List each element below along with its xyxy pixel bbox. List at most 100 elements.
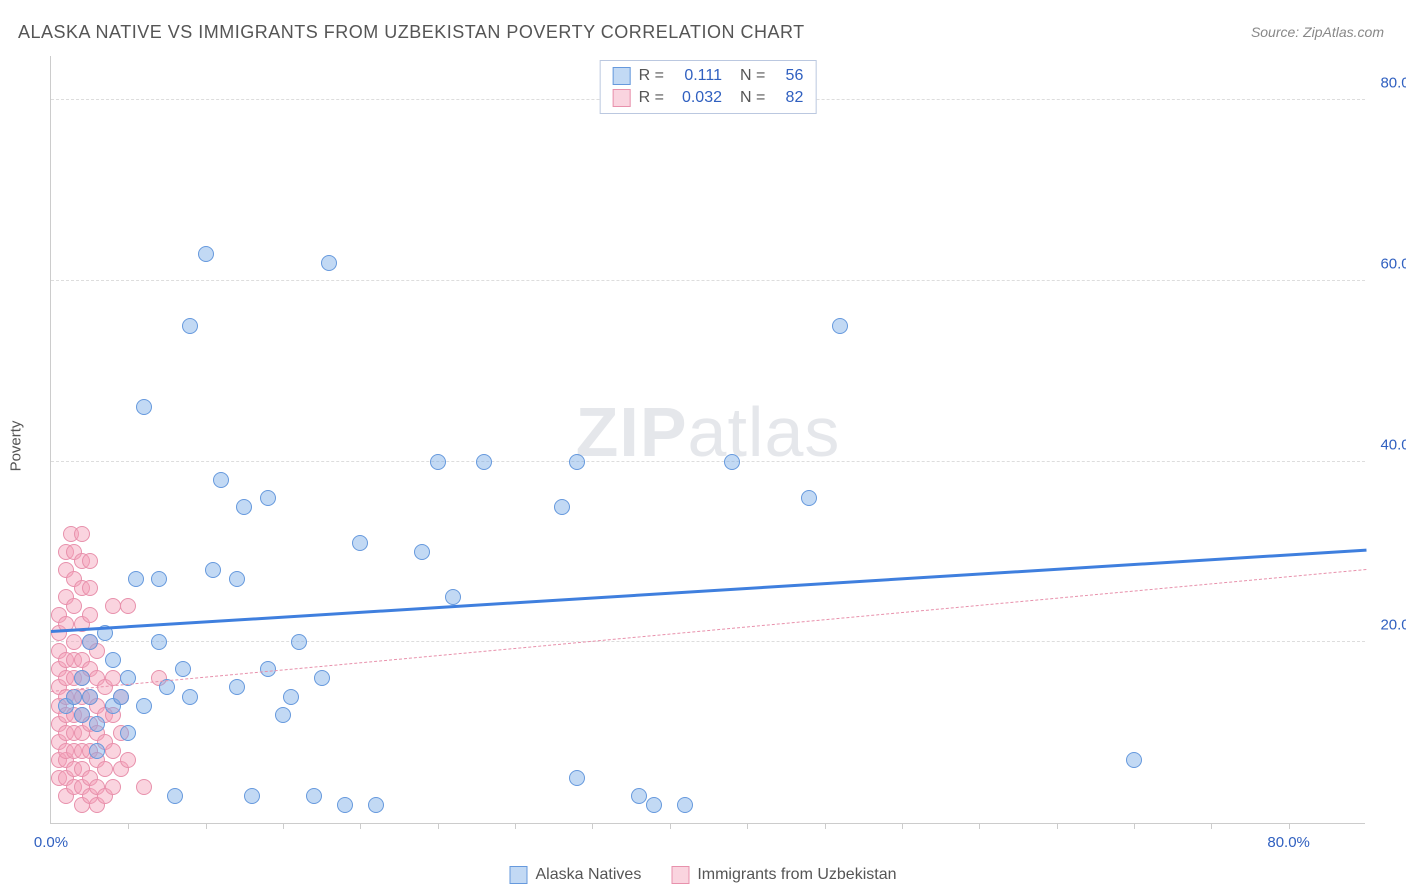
data-point xyxy=(321,255,337,271)
data-point xyxy=(476,454,492,470)
x-tick-label: 80.0% xyxy=(1267,834,1310,851)
data-point xyxy=(120,725,136,741)
data-point xyxy=(801,490,817,506)
data-point xyxy=(120,752,136,768)
legend-swatch xyxy=(671,866,689,884)
stat-r-label: R = xyxy=(639,67,664,85)
data-point xyxy=(368,797,384,813)
data-point xyxy=(136,399,152,415)
data-point xyxy=(260,490,276,506)
stat-n-label: N = xyxy=(740,89,765,107)
stat-n-label: N = xyxy=(740,67,765,85)
data-point xyxy=(198,246,214,262)
data-point xyxy=(82,689,98,705)
data-point xyxy=(832,318,848,334)
data-point xyxy=(82,580,98,596)
data-point xyxy=(213,472,229,488)
gridline xyxy=(51,280,1365,281)
data-point xyxy=(275,707,291,723)
x-tick-mark xyxy=(592,823,593,829)
data-point xyxy=(151,571,167,587)
legend-label: Alaska Natives xyxy=(536,866,642,884)
legend-item: Alaska Natives xyxy=(510,866,642,884)
stat-r-value: 0.111 xyxy=(672,67,722,85)
data-point xyxy=(677,797,693,813)
y-tick-label: 20.0% xyxy=(1380,617,1406,634)
y-tick-label: 60.0% xyxy=(1380,255,1406,272)
data-point xyxy=(66,689,82,705)
data-point xyxy=(182,318,198,334)
legend-label: Immigrants from Uzbekistan xyxy=(697,866,896,884)
data-point xyxy=(306,788,322,804)
trend-line xyxy=(51,569,1366,692)
data-point xyxy=(244,788,260,804)
stat-legend-row: R =0.032N =82 xyxy=(613,87,804,109)
data-point xyxy=(236,499,252,515)
legend-swatch xyxy=(510,866,528,884)
data-point xyxy=(136,698,152,714)
x-tick-mark xyxy=(979,823,980,829)
data-point xyxy=(136,779,152,795)
legend-swatch xyxy=(613,67,631,85)
data-point xyxy=(352,535,368,551)
x-tick-mark xyxy=(360,823,361,829)
watermark: ZIPatlas xyxy=(576,392,841,472)
data-point xyxy=(97,761,113,777)
data-point xyxy=(569,770,585,786)
data-point xyxy=(724,454,740,470)
data-point xyxy=(631,788,647,804)
x-tick-mark xyxy=(438,823,439,829)
y-tick-label: 40.0% xyxy=(1380,436,1406,453)
trend-line xyxy=(51,549,1366,633)
x-tick-mark xyxy=(1211,823,1212,829)
data-point xyxy=(120,598,136,614)
stat-r-label: R = xyxy=(639,89,664,107)
data-point xyxy=(89,716,105,732)
data-point xyxy=(337,797,353,813)
data-point xyxy=(414,544,430,560)
plot-area: 20.0%40.0%60.0%80.0%0.0%80.0%ZIPatlasR =… xyxy=(50,56,1365,824)
data-point xyxy=(74,526,90,542)
stat-n-value: 56 xyxy=(773,67,803,85)
x-tick-mark xyxy=(747,823,748,829)
x-tick-mark xyxy=(902,823,903,829)
data-point xyxy=(105,652,121,668)
source-label: Source: ZipAtlas.com xyxy=(1251,24,1384,40)
data-point xyxy=(113,689,129,705)
data-point xyxy=(554,499,570,515)
data-point xyxy=(151,634,167,650)
data-point xyxy=(74,707,90,723)
stat-n-value: 82 xyxy=(773,89,803,107)
y-tick-label: 80.0% xyxy=(1380,75,1406,92)
data-point xyxy=(314,670,330,686)
data-point xyxy=(182,689,198,705)
gridline xyxy=(51,641,1365,642)
stat-legend-row: R = 0.111 N = 56 xyxy=(613,65,804,87)
x-tick-mark xyxy=(128,823,129,829)
data-point xyxy=(445,589,461,605)
x-tick-mark xyxy=(206,823,207,829)
data-point xyxy=(159,679,175,695)
legend-item: Immigrants from Uzbekistan xyxy=(671,866,896,884)
bottom-legend: Alaska Natives Immigrants from Uzbekistan xyxy=(510,866,897,884)
gridline xyxy=(51,461,1365,462)
x-tick-mark xyxy=(515,823,516,829)
x-tick-mark xyxy=(670,823,671,829)
x-tick-label: 0.0% xyxy=(34,834,68,851)
x-tick-mark xyxy=(283,823,284,829)
data-point xyxy=(82,634,98,650)
x-tick-mark xyxy=(1057,823,1058,829)
data-point xyxy=(105,743,121,759)
x-tick-mark xyxy=(1289,823,1290,829)
data-point xyxy=(167,788,183,804)
stat-legend: R =0.111N =56R =0.032N =82 xyxy=(600,60,817,114)
data-point xyxy=(128,571,144,587)
data-point xyxy=(646,797,662,813)
data-point xyxy=(283,689,299,705)
data-point xyxy=(105,779,121,795)
data-point xyxy=(175,661,191,677)
data-point xyxy=(66,634,82,650)
data-point xyxy=(291,634,307,650)
data-point xyxy=(82,607,98,623)
data-point xyxy=(569,454,585,470)
